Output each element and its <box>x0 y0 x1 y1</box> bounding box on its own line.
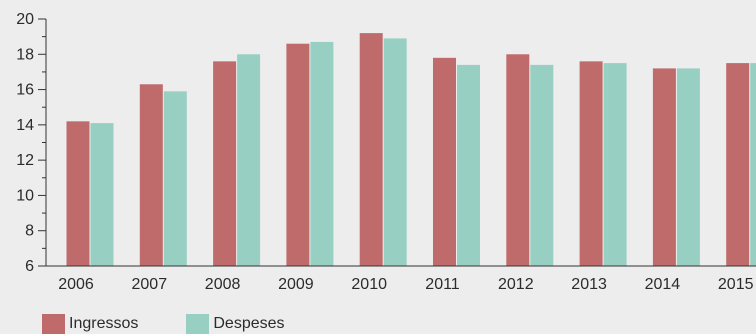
y-tick-label-18: 18 <box>16 46 34 63</box>
bar-despeses-2013 <box>603 63 627 266</box>
legend: Ingressos Despeses <box>42 314 333 334</box>
bar-ingressos-2006 <box>66 121 90 266</box>
legend-swatch-ingressos <box>42 314 65 334</box>
legend-label-despeses: Despeses <box>213 315 285 332</box>
x-tick-label-2011: 2011 <box>425 276 460 293</box>
y-tick-label-8: 8 <box>25 223 34 240</box>
legend-item-despeses: Despeses <box>186 314 285 334</box>
x-tick-label-2009: 2009 <box>278 276 314 293</box>
x-tick-label-2015: 2015 <box>718 276 754 293</box>
y-tick-label-16: 16 <box>16 82 34 99</box>
bar-ingressos-2007 <box>139 84 163 267</box>
bar-despeses-2010 <box>383 38 407 267</box>
bar-despeses-2007 <box>163 91 187 266</box>
bar-despeses-2006 <box>90 123 114 266</box>
bar-despeses-2011 <box>457 64 480 266</box>
bar-ingressos-2011 <box>433 57 456 266</box>
x-tick-label-2012: 2012 <box>498 276 534 293</box>
x-tick-label-2007: 2007 <box>132 276 168 293</box>
x-tick-label-2008: 2008 <box>205 276 241 293</box>
bar-despeses-2012 <box>530 64 554 266</box>
bar-ingressos-2014 <box>652 68 676 267</box>
y-tick-label-14: 14 <box>16 117 34 134</box>
bar-ingressos-2009 <box>286 43 310 267</box>
legend-label-ingressos: Ingressos <box>69 315 139 332</box>
bar-despeses-2008 <box>237 54 261 267</box>
x-tick-label-2014: 2014 <box>645 276 681 293</box>
y-tick-label-10: 10 <box>16 187 34 204</box>
y-tick-label-6: 6 <box>25 258 34 275</box>
bar-ingressos-2015 <box>726 63 750 266</box>
x-tick-label-2010: 2010 <box>351 276 387 293</box>
bar-chart: 6 8 10 12 14 16 18 20 2006 2007 2008 2009 2010 2011 20… <box>16 11 756 293</box>
bar-ingressos-2013 <box>579 61 603 266</box>
bar-despeses-2009 <box>310 41 334 266</box>
bar-ingressos-2008 <box>213 61 237 266</box>
bar-despeses-2014 <box>676 68 700 267</box>
x-tick-label-2006: 2006 <box>58 276 94 293</box>
legend-swatch-despeses <box>186 314 210 334</box>
x-tick-label-2013: 2013 <box>571 276 607 293</box>
bar-ingressos-2012 <box>506 54 530 267</box>
bar-despeses-2015 <box>750 63 756 266</box>
bar-ingressos-2010 <box>359 33 383 266</box>
legend-item-ingressos: Ingressos <box>42 314 138 334</box>
y-tick-label-20: 20 <box>16 11 34 28</box>
y-tick-label-12: 12 <box>16 152 34 169</box>
